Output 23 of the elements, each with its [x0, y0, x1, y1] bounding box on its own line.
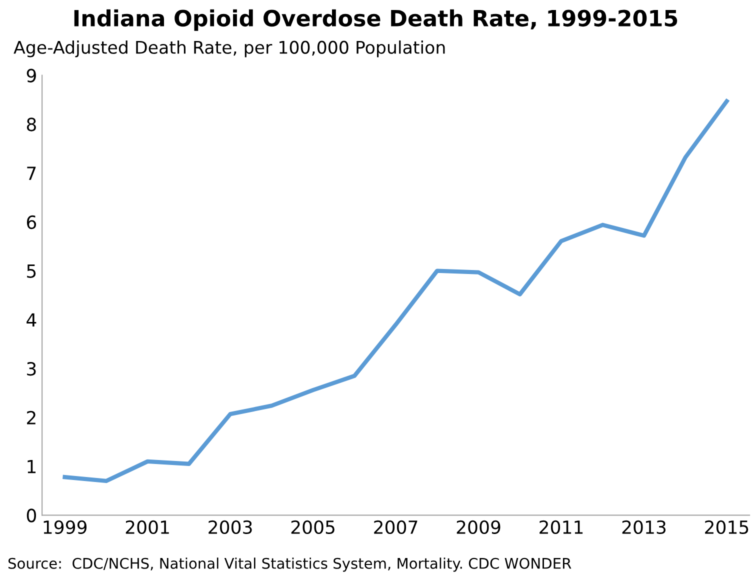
y-axis-title: Age-Adjusted Death Rate, per 100,000 Population — [14, 40, 445, 58]
y-tick-label: 3 — [27, 362, 36, 376]
x-tick-label: 2013 — [622, 520, 666, 534]
y-tick-label: 8 — [26, 118, 36, 132]
y-tick-label: 2 — [27, 410, 36, 424]
x-tick-label: 2009 — [456, 520, 500, 534]
y-tick-label: 6 — [26, 215, 36, 230]
y-tick-label: 1 — [28, 460, 36, 474]
x-tick-label: 1999 — [44, 520, 87, 534]
chart-title: Indiana Opioid Overdose Death Rate, 1999-2015 — [74, 9, 678, 31]
source-note: Source: CDC/NCHS, National Vital Statistics System, Mortality. CDC WONDER — [8, 558, 572, 572]
y-tick-label: 5 — [27, 264, 36, 278]
line-series — [62, 99, 729, 484]
x-tick-label: 2015 — [705, 520, 748, 534]
y-tick-label: 7 — [27, 166, 36, 180]
x-tick-label: 2005 — [291, 520, 334, 534]
x-tick-label: 2001 — [126, 520, 169, 534]
x-tick-label: 2007 — [374, 520, 418, 534]
y-tick-label: 4 — [26, 313, 36, 327]
y-tick-label: 0 — [26, 508, 36, 522]
y-tick-label: 9 — [26, 68, 36, 82]
x-tick-label: 2011 — [540, 520, 583, 534]
x-tick-label: 2003 — [208, 520, 252, 534]
